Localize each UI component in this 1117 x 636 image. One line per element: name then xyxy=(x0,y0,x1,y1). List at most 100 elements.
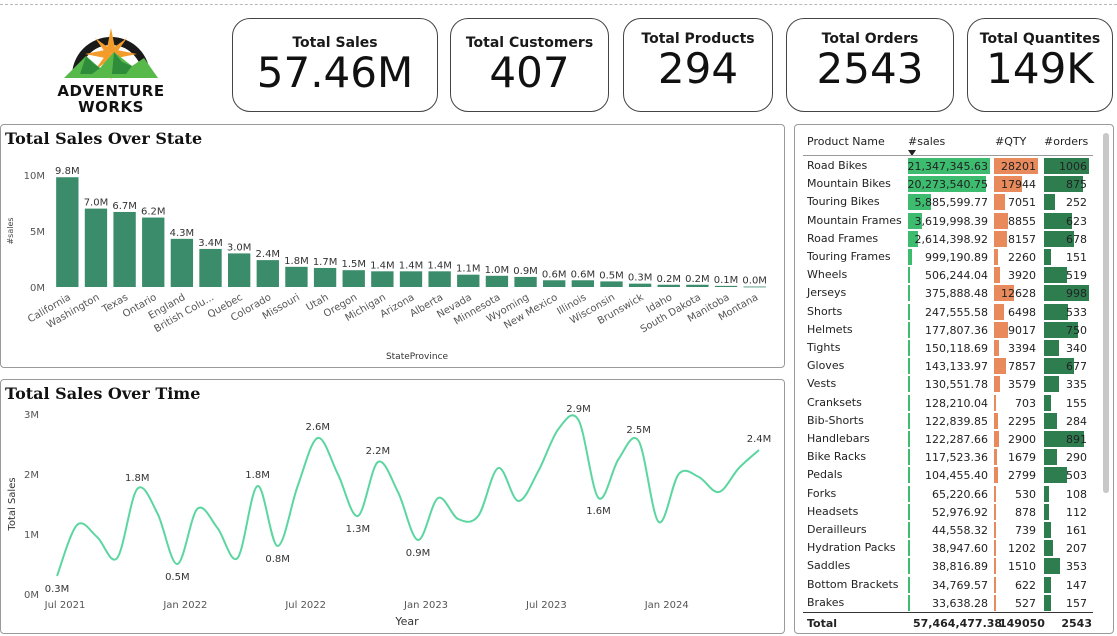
table-row[interactable]: Tights 150,118.69 3394 340 xyxy=(803,339,1093,357)
column-header-orders[interactable]: #orders xyxy=(1044,135,1089,148)
table-row[interactable]: Wheels 506,244.04 3920 519 xyxy=(803,266,1093,284)
table-row[interactable]: Hydration Packs 38,947.60 1202 207 xyxy=(803,539,1093,557)
bar[interactable] xyxy=(256,260,279,287)
column-header-product-name[interactable]: Product Name xyxy=(807,135,885,148)
product-name-cell: Road Bikes xyxy=(807,159,868,172)
sales-cell: 143,133.97 xyxy=(908,358,990,375)
x-tick-label: Jul 2023 xyxy=(525,600,567,611)
sales-cell: 128,210.04 xyxy=(908,394,990,411)
table-row[interactable]: Mountain Frames 3,619,998.39 8855 623 xyxy=(803,212,1093,230)
cell-value: 878 xyxy=(1015,505,1036,519)
bar[interactable] xyxy=(227,253,251,287)
table-row[interactable]: Cranksets 128,210.04 703 155 xyxy=(803,394,1093,412)
table-row[interactable]: Headsets 52,976.92 878 112 xyxy=(803,503,1093,521)
table-row[interactable]: Pedals 104,455.40 2799 503 xyxy=(803,466,1093,484)
bar[interactable] xyxy=(342,270,365,287)
bar[interactable] xyxy=(485,275,509,287)
kpi-value: 407 xyxy=(489,48,570,97)
sort-descending-icon[interactable] xyxy=(908,150,916,156)
bar[interactable] xyxy=(743,286,766,288)
table-row[interactable]: Touring Bikes 5,885,599.77 7051 252 xyxy=(803,193,1093,211)
bar[interactable] xyxy=(657,284,680,287)
cell-value: 7051 xyxy=(1008,196,1036,210)
cell-value: 2295 xyxy=(1008,414,1036,428)
bar[interactable] xyxy=(600,281,623,287)
bar[interactable] xyxy=(56,177,79,287)
bar-data-label: 0.2M xyxy=(685,274,710,285)
cell-value: 20,273,540.75 xyxy=(907,178,988,192)
table-row[interactable]: Vests 130,551.78 3579 335 xyxy=(803,375,1093,393)
bar[interactable] xyxy=(199,248,222,287)
bar[interactable] xyxy=(714,285,738,287)
orders-cell: 284 xyxy=(1044,412,1089,429)
column-header-qty[interactable]: #QTY xyxy=(995,135,1027,148)
bar[interactable] xyxy=(371,271,394,287)
table-row[interactable]: Shorts 247,555.58 6498 533 xyxy=(803,303,1093,321)
table-row[interactable]: Jerseys 375,888.48 12628 998 xyxy=(803,284,1093,302)
sales-cell: 117,523.36 xyxy=(908,449,990,466)
bar[interactable] xyxy=(686,284,709,287)
logo-text-line1: ADVENTURE xyxy=(57,82,165,100)
orders-cell: 155 xyxy=(1044,394,1089,411)
table-row[interactable]: Brakes 33,638.28 527 157 xyxy=(803,594,1093,612)
orders-cell: 533 xyxy=(1044,303,1089,320)
table-row[interactable]: Saddles 38,816.89 1510 353 xyxy=(803,557,1093,575)
point-data-label: 1.6M xyxy=(586,506,611,517)
table-row[interactable]: Gloves 143,133.97 7857 677 xyxy=(803,357,1093,375)
data-bar xyxy=(1044,230,1075,247)
column-header-sales[interactable]: #sales xyxy=(908,135,946,148)
table-row[interactable]: Forks 65,220.66 530 108 xyxy=(803,485,1093,503)
cell-value: 143,133.97 xyxy=(925,360,988,374)
cell-value: 1006 xyxy=(1059,160,1087,173)
bar[interactable] xyxy=(84,208,108,287)
bar[interactable] xyxy=(457,274,480,287)
sales-cell: 65,220.66 xyxy=(908,485,990,502)
top-divider xyxy=(0,4,1117,5)
bar[interactable] xyxy=(285,266,308,287)
orders-cell: 353 xyxy=(1044,558,1089,575)
table-row[interactable]: Touring Frames 999,190.89 2260 151 xyxy=(803,248,1093,266)
qty-cell: 1679 xyxy=(994,449,1038,466)
data-bar xyxy=(908,522,910,538)
x-tick-label: Jul 2022 xyxy=(284,600,326,611)
cell-value: 177,807.36 xyxy=(925,323,988,337)
cell-value: 998 xyxy=(1066,287,1087,301)
table-scrollbar-thumb[interactable] xyxy=(1103,133,1109,493)
qty-cell: 3579 xyxy=(994,376,1038,393)
table-row[interactable]: Derailleurs 44,558.32 739 161 xyxy=(803,521,1093,539)
table-row[interactable]: Helmets 177,807.36 9017 750 xyxy=(803,321,1093,339)
bar[interactable] xyxy=(571,280,595,287)
orders-cell: 161 xyxy=(1044,522,1089,538)
table-row[interactable]: Bottom Brackets 34,769.57 622 147 xyxy=(803,576,1093,594)
product-name-cell: Vests xyxy=(807,377,837,391)
cell-value: 65,220.66 xyxy=(932,487,988,501)
bar[interactable] xyxy=(628,283,652,287)
bar[interactable] xyxy=(313,267,337,287)
bar[interactable] xyxy=(142,217,165,287)
data-bar xyxy=(994,176,1022,193)
table-row[interactable]: Road Frames 2,614,398.92 8157 678 xyxy=(803,230,1093,248)
table-row[interactable]: Bike Racks 117,523.36 1679 290 xyxy=(803,448,1093,466)
orders-cell: 998 xyxy=(1044,285,1089,302)
bar[interactable] xyxy=(514,276,537,287)
bar[interactable] xyxy=(113,211,136,287)
product-name-cell: Jerseys xyxy=(807,286,847,300)
data-bar xyxy=(994,303,1005,320)
data-bar xyxy=(908,412,910,429)
table-row[interactable]: Handlebars 122,287.66 2900 891 xyxy=(803,430,1093,448)
bar[interactable] xyxy=(428,271,451,287)
orders-cell: 112 xyxy=(1044,503,1089,520)
bar[interactable] xyxy=(543,280,566,287)
cell-value: 739 xyxy=(1015,524,1036,537)
kpi-total-orders: Total Orders 2543 xyxy=(786,18,954,112)
kpi-value: 294 xyxy=(657,44,739,93)
bar[interactable] xyxy=(399,271,423,287)
table-row[interactable]: Mountain Bikes 20,273,540.75 17944 875 xyxy=(803,175,1093,193)
table-row[interactable]: Road Bikes 21,347,345.63 28201 1006 xyxy=(803,157,1093,175)
sales-line[interactable] xyxy=(56,414,760,577)
orders-cell: 503 xyxy=(1044,467,1089,484)
qty-cell: 2799 xyxy=(994,467,1038,484)
bar[interactable] xyxy=(170,238,194,287)
bar-data-label: 0.3M xyxy=(628,273,653,284)
table-row[interactable]: Bib-Shorts 122,839.85 2295 284 xyxy=(803,412,1093,430)
